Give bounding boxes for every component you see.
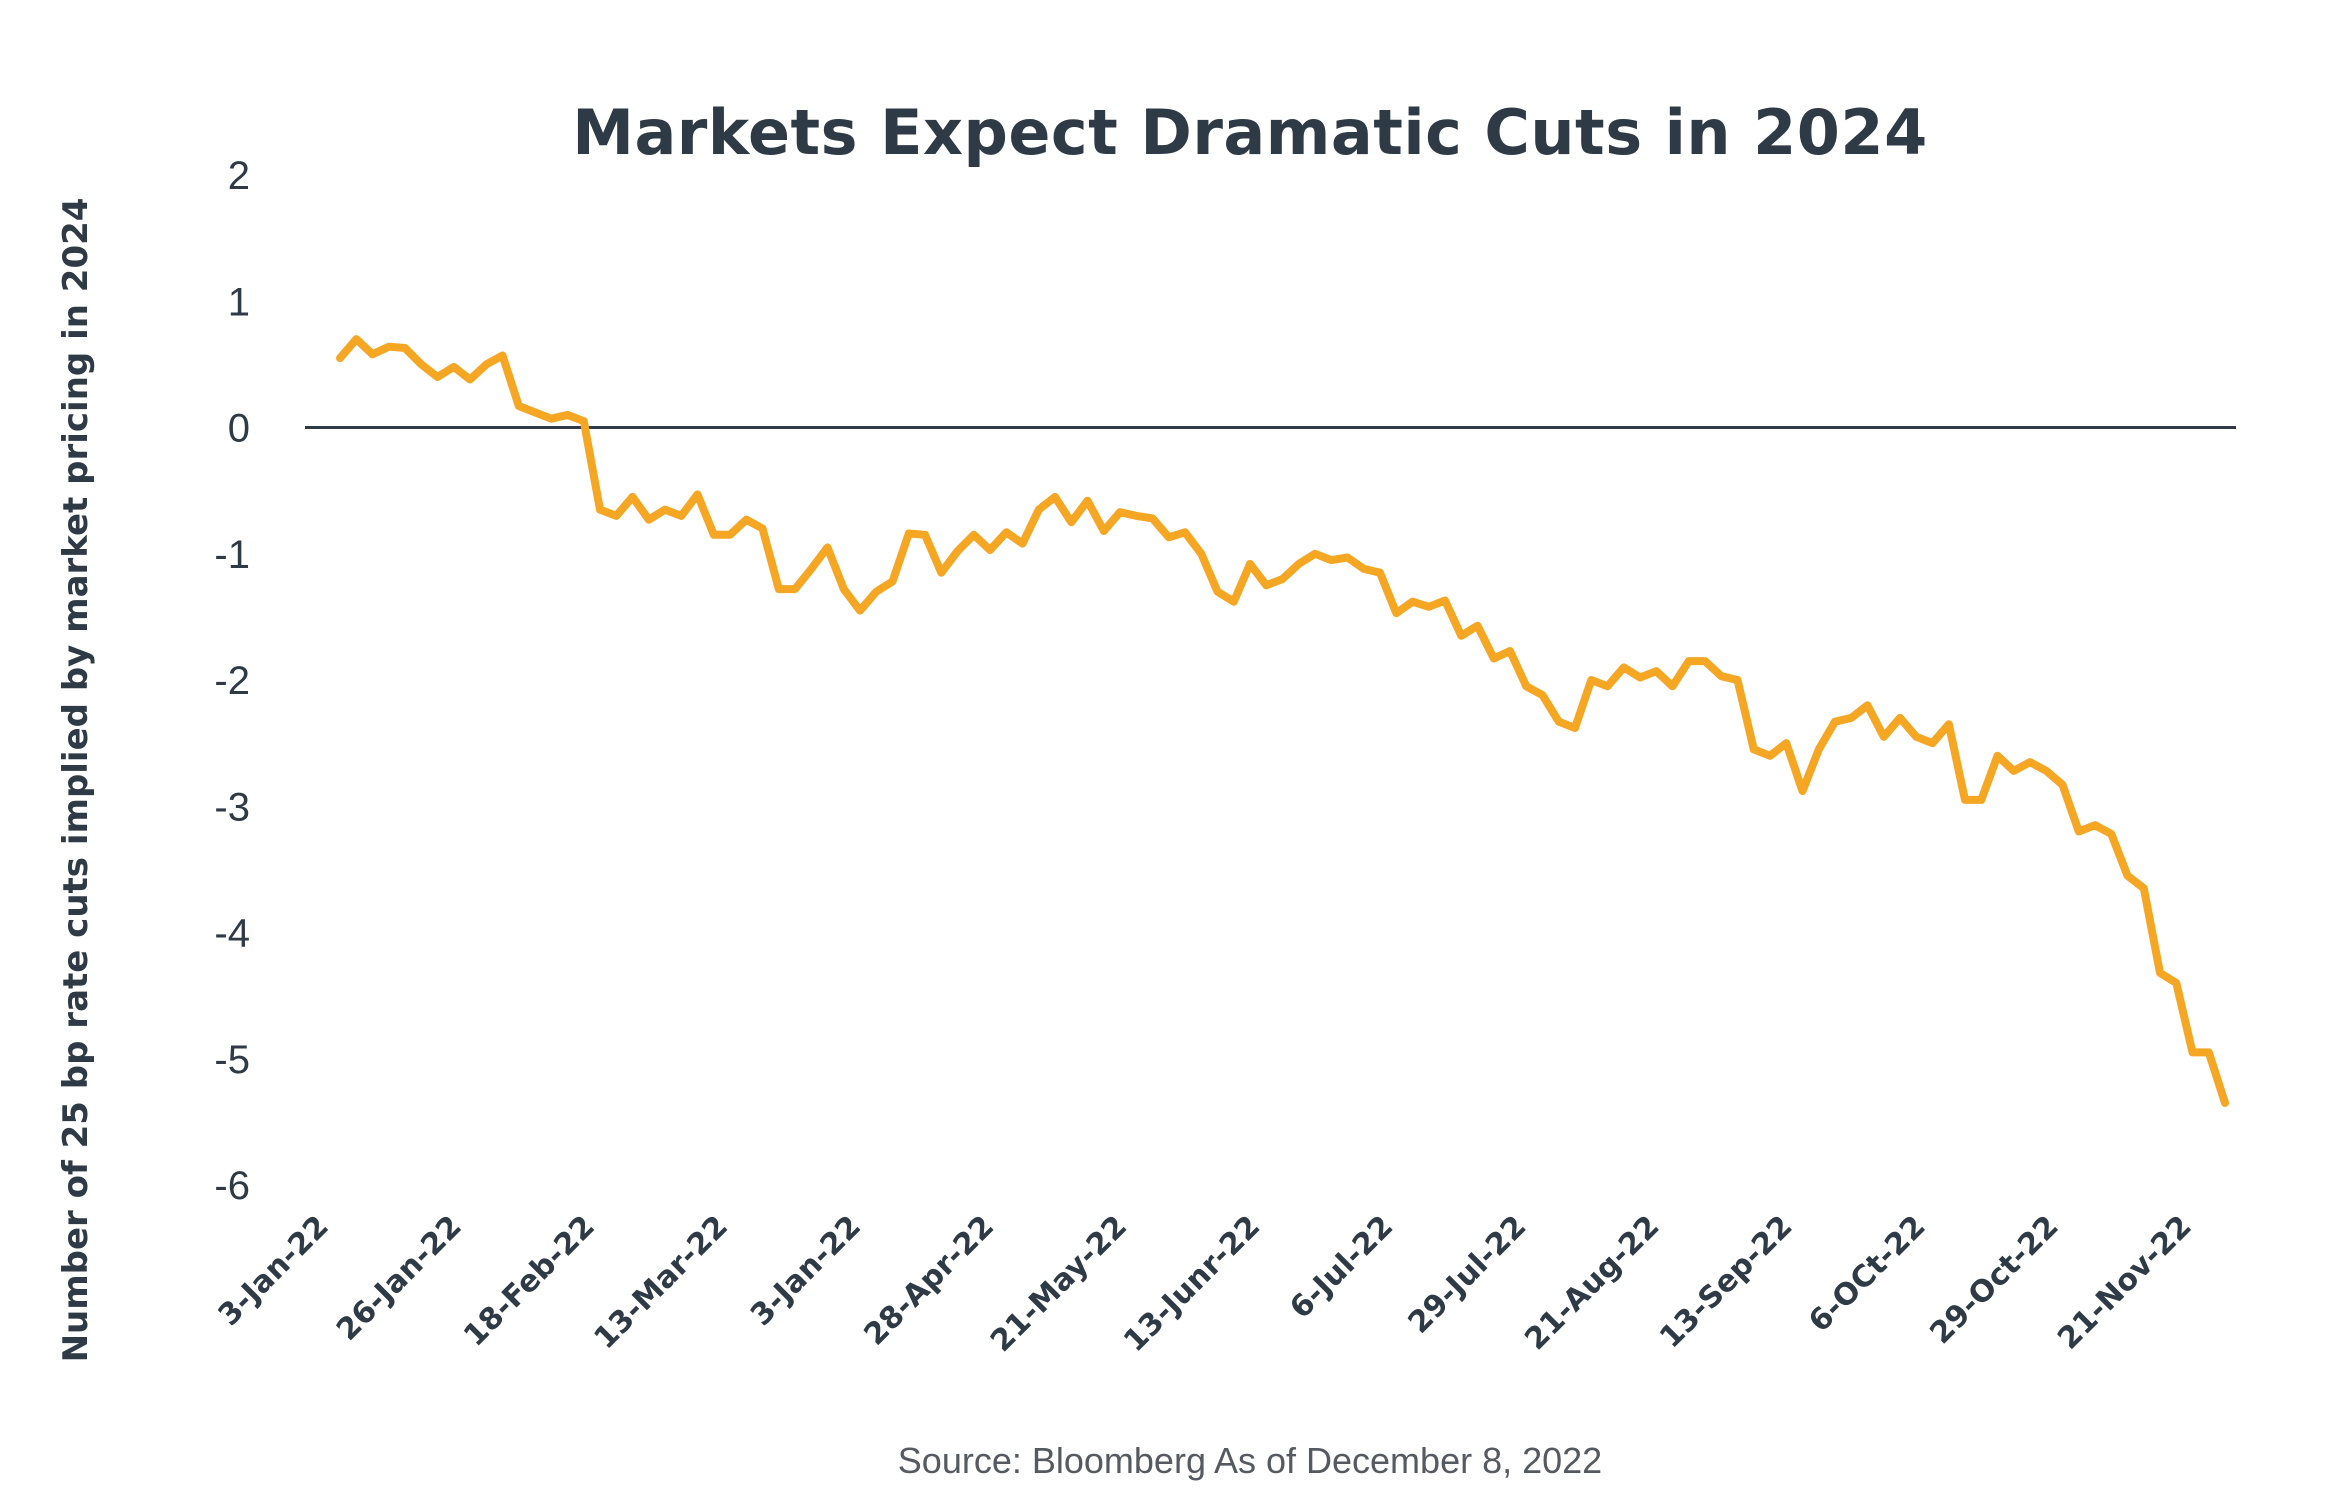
x-tick-label: 13-Sep-22: [1653, 1209, 1799, 1355]
x-tick-label: 21-May-22: [984, 1209, 1134, 1359]
series-line: [336, 335, 2229, 1107]
chart-source: Source: Bloomberg As of December 8, 2022: [897, 1440, 1603, 1481]
x-tick-label: 6-OCt-22: [1802, 1209, 1932, 1339]
y-tick-label: 1: [228, 280, 250, 324]
x-tick-label: 18-Feb-22: [457, 1209, 602, 1354]
x-tick-label: 29-Jul-22: [1402, 1209, 1534, 1341]
x-tick-label: 29-Oct-22: [1923, 1209, 2065, 1351]
x-tick-label: 3-Jan-22: [212, 1209, 336, 1333]
x-tick-label: 21-Aug-22: [1518, 1209, 1666, 1357]
y-tick-label: 2: [228, 154, 250, 198]
x-tick-label: 6-Jul-22: [1283, 1209, 1400, 1326]
x-tick-label: 13-Junr-22: [1117, 1209, 1267, 1359]
y-tick-label: -3: [214, 785, 250, 829]
y-tick-label: -4: [214, 912, 250, 956]
y-tick-label: -6: [214, 1164, 250, 1208]
y-tick-label: -5: [214, 1038, 250, 1082]
x-tick-label: 28-Apr-22: [858, 1209, 1001, 1352]
x-tick-label: 13-Mar-22: [588, 1209, 735, 1356]
chart-title: Markets Expect Dramatic Cuts in 2024: [572, 96, 1928, 169]
y-tick-label: -2: [214, 659, 250, 703]
x-tick-label: 26-Jan-22: [330, 1209, 469, 1348]
y-tick-label: -1: [214, 533, 250, 577]
y-tick-label: 0: [228, 407, 250, 451]
x-tick-label: 21-Nov-22: [2051, 1209, 2199, 1357]
y-axis-ticks: 2 1 0 -1 -2 -3 -4 -5 -6: [214, 154, 250, 1208]
x-tick-label: 3-Jan-22: [744, 1209, 868, 1333]
